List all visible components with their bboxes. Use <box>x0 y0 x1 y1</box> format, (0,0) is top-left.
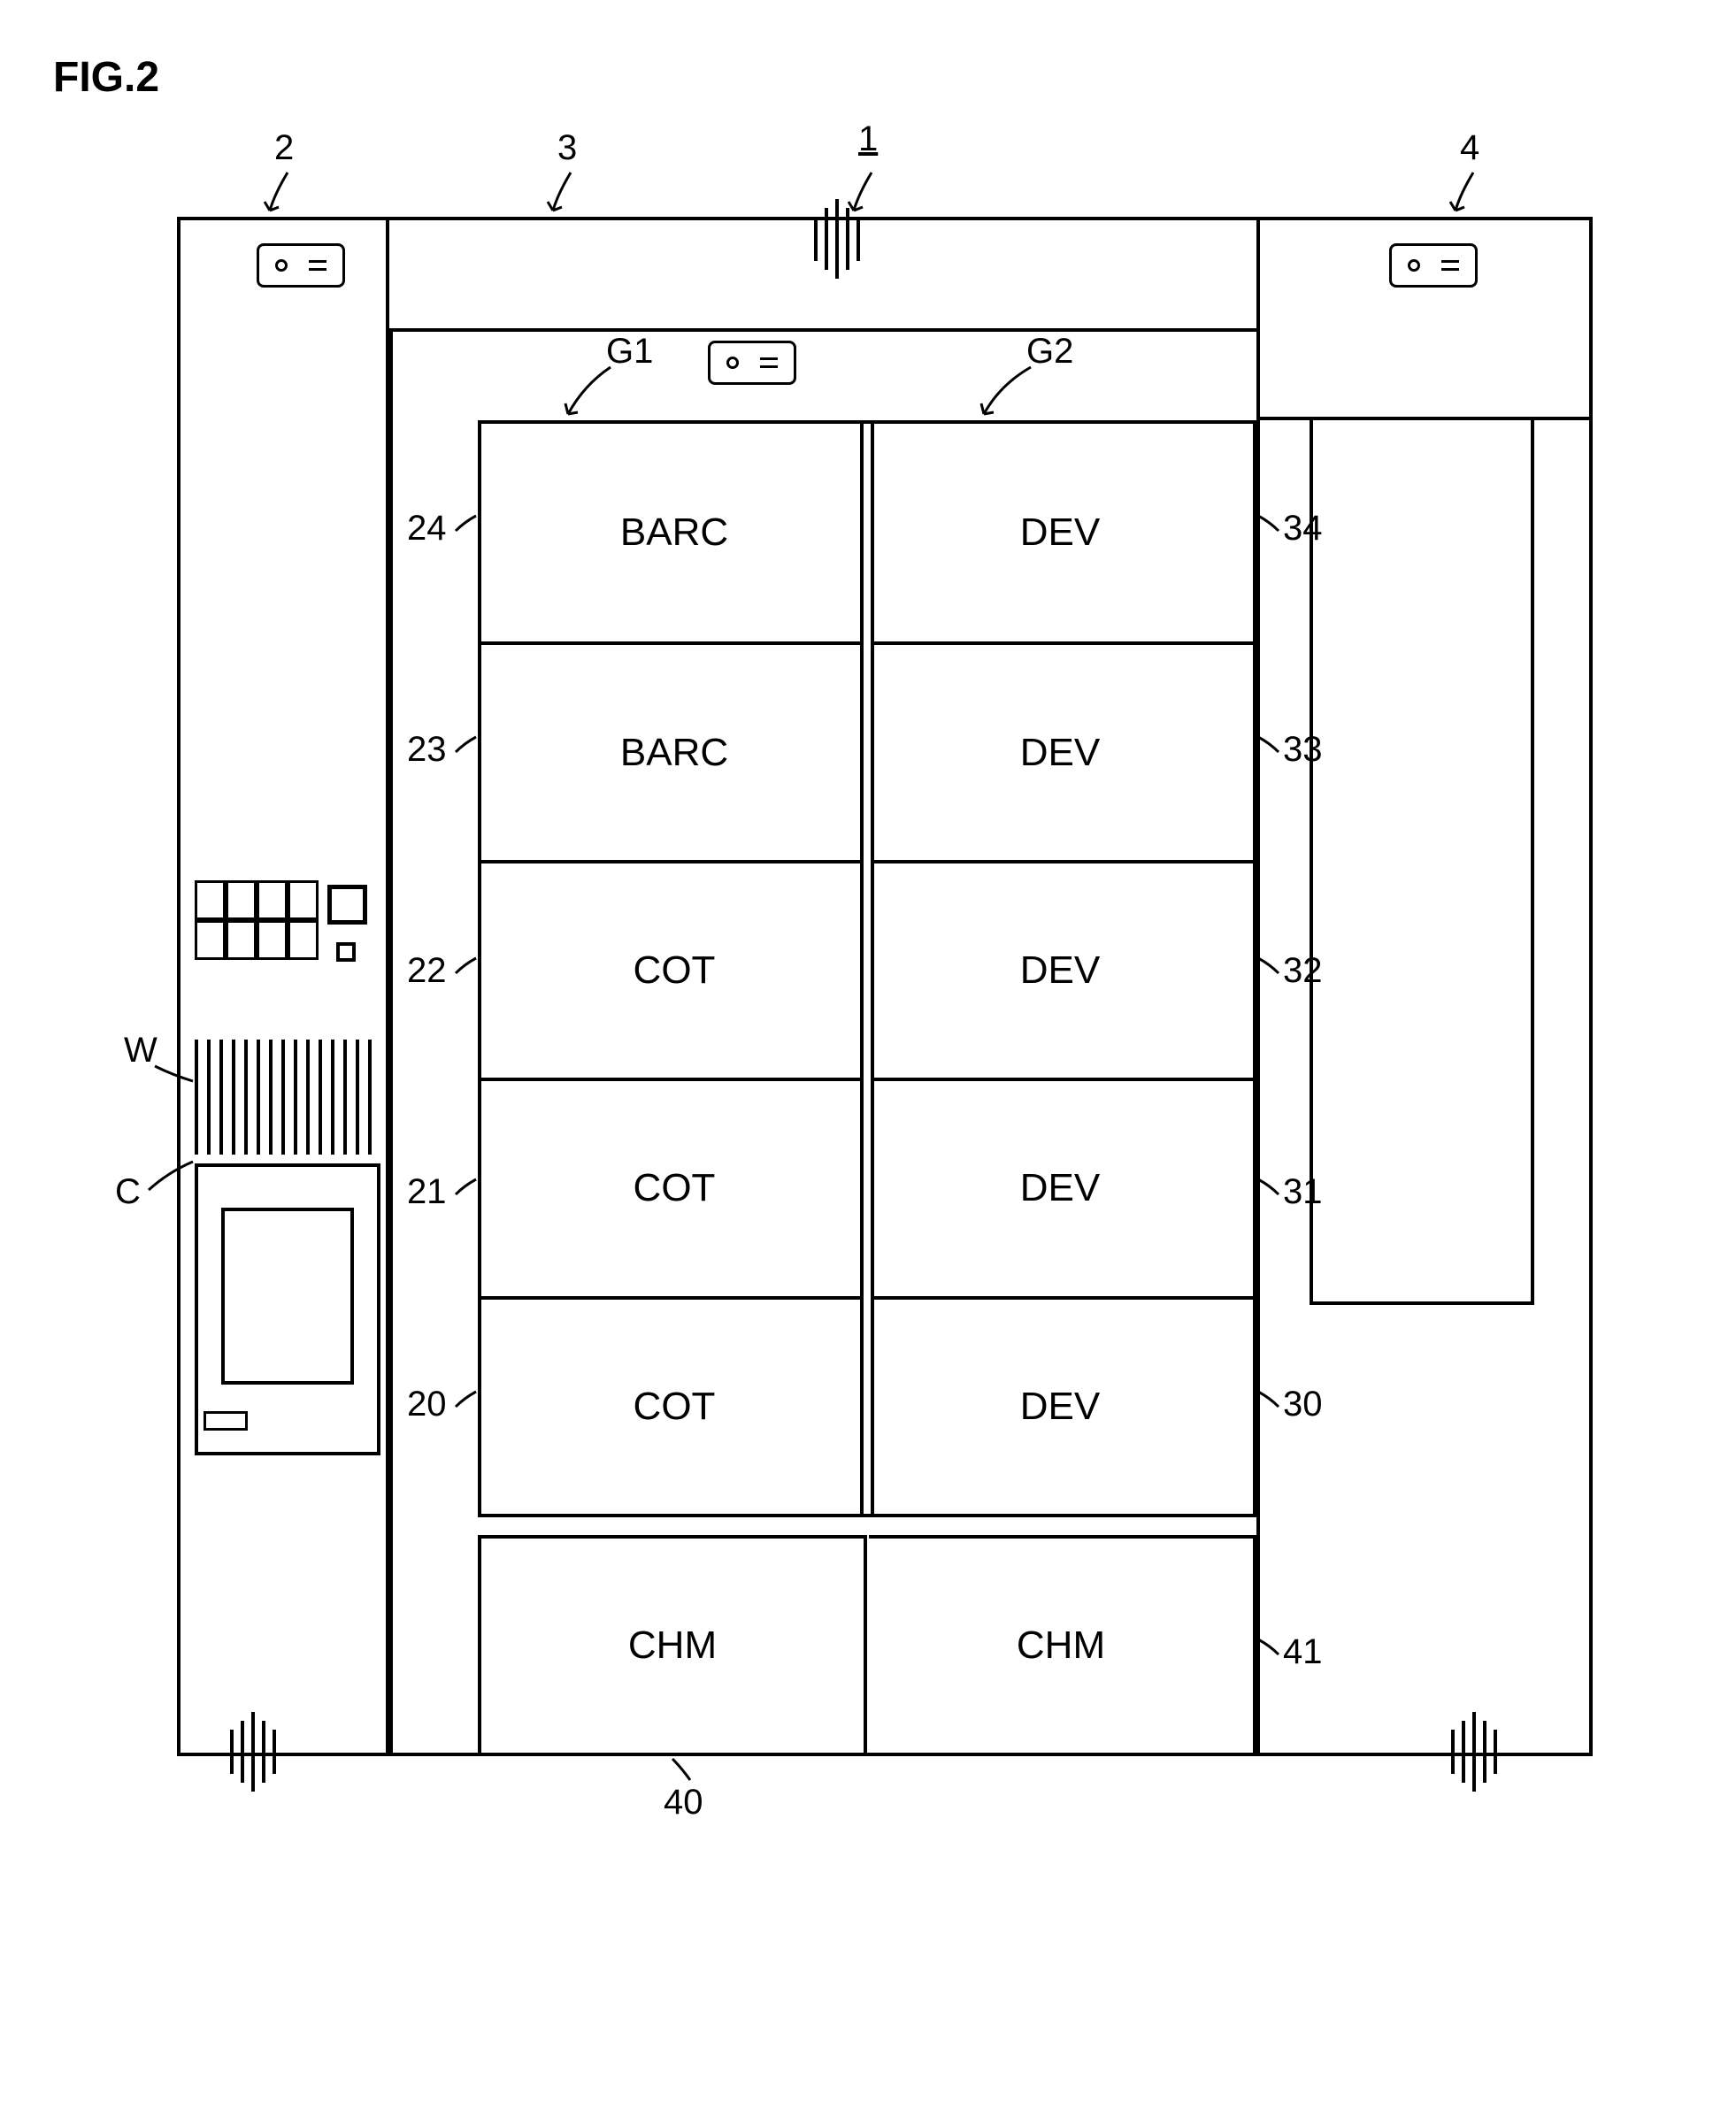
tick-22 <box>451 951 487 986</box>
s4-bottom-wall <box>1256 1753 1593 1756</box>
cell-33: DEV <box>867 641 1253 859</box>
tick-C <box>142 1155 204 1199</box>
ref-24: 24 <box>407 509 447 549</box>
cell-21: COT <box>481 1078 867 1295</box>
ref-40: 40 <box>664 1783 703 1823</box>
ref-22: 22 <box>407 951 447 991</box>
label-1: 1 <box>858 119 878 159</box>
cell-30: DEV <box>867 1296 1253 1514</box>
tick-W <box>150 1062 204 1097</box>
diagram: 2 3 1 4 G1 G2 <box>177 128 1593 1854</box>
big-o-icon <box>327 885 367 925</box>
processing-section-top <box>389 217 1256 332</box>
arrow-4 <box>1442 168 1495 221</box>
chm-41-label: CHM <box>1017 1623 1105 1668</box>
wafer-cassette-icon <box>195 1040 372 1155</box>
s4-inner-r <box>1531 420 1534 1305</box>
cell-32: DEV <box>867 860 1253 1078</box>
cell-24-label: BARC <box>620 510 728 555</box>
cell-24: BARC <box>481 424 867 641</box>
unit-grid: BARC BARC COT COT COT DEV DEV DEV DEV DE… <box>478 420 1256 1517</box>
chm-40-label: CHM <box>628 1623 717 1668</box>
ref-23: 23 <box>407 730 447 770</box>
ref-20: 20 <box>407 1385 447 1424</box>
arrow-2 <box>257 168 310 221</box>
tick-21 <box>451 1172 487 1208</box>
panel-grid-icon <box>195 880 319 960</box>
ref-34: 34 <box>1283 509 1323 549</box>
control-box-s4 <box>1389 243 1478 288</box>
ref-30: 30 <box>1283 1385 1323 1424</box>
tick-40 <box>668 1752 703 1787</box>
tick-33 <box>1252 730 1287 765</box>
cell-22: COT <box>481 860 867 1078</box>
tick-23 <box>451 730 487 765</box>
cell-23-label: BARC <box>620 731 728 775</box>
cell-33-label: DEV <box>1020 731 1100 775</box>
chm-41: CHM <box>869 1535 1256 1756</box>
s4-left-wall <box>1256 420 1260 1756</box>
cell-31: DEV <box>867 1078 1253 1295</box>
arrow-g2 <box>973 363 1044 429</box>
s4-inner-b <box>1310 1301 1534 1305</box>
cell-21-label: COT <box>634 1166 716 1210</box>
cell-20-label: COT <box>634 1385 716 1429</box>
tick-31 <box>1252 1172 1287 1208</box>
figure-title: FIG.2 <box>53 53 1683 102</box>
cell-34-label: DEV <box>1020 510 1100 555</box>
tick-32 <box>1252 951 1287 986</box>
cell-23: BARC <box>481 641 867 859</box>
cell-32-label: DEV <box>1020 948 1100 993</box>
control-box-s2 <box>257 243 345 288</box>
label-4: 4 <box>1460 128 1479 168</box>
control-box-s3 <box>708 341 796 385</box>
tick-34 <box>1252 509 1287 544</box>
cell-31-label: DEV <box>1020 1166 1100 1210</box>
s4-right-wall <box>1589 420 1593 1756</box>
label-3: 3 <box>557 128 577 168</box>
ref-33: 33 <box>1283 730 1323 770</box>
cell-20: COT <box>481 1296 867 1514</box>
chm-40: CHM <box>478 1535 867 1756</box>
ref-31: 31 <box>1283 1172 1323 1212</box>
tick-41 <box>1252 1632 1287 1668</box>
small-sq-icon <box>336 942 356 962</box>
s3-left-wall <box>389 332 393 1756</box>
label-C: C <box>115 1172 141 1212</box>
label-2: 2 <box>274 128 294 168</box>
cassette-section <box>177 217 389 1756</box>
grid-col-g1: BARC BARC COT COT COT <box>481 424 867 1514</box>
table-btn-icon <box>204 1411 248 1431</box>
grid-center-divider <box>860 424 874 1514</box>
tick-24 <box>451 509 487 544</box>
ref-32: 32 <box>1283 951 1323 991</box>
table-inner <box>221 1208 354 1385</box>
tick-30 <box>1252 1385 1287 1420</box>
tick-20 <box>451 1385 487 1420</box>
arrow-3 <box>540 168 593 221</box>
arrow-g1 <box>557 363 628 429</box>
grid-col-g2: DEV DEV DEV DEV DEV <box>867 424 1253 1514</box>
ref-41: 41 <box>1283 1632 1323 1672</box>
cell-34: DEV <box>867 424 1253 641</box>
ref-21: 21 <box>407 1172 447 1212</box>
cell-30-label: DEV <box>1020 1385 1100 1429</box>
cell-22-label: COT <box>634 948 716 993</box>
